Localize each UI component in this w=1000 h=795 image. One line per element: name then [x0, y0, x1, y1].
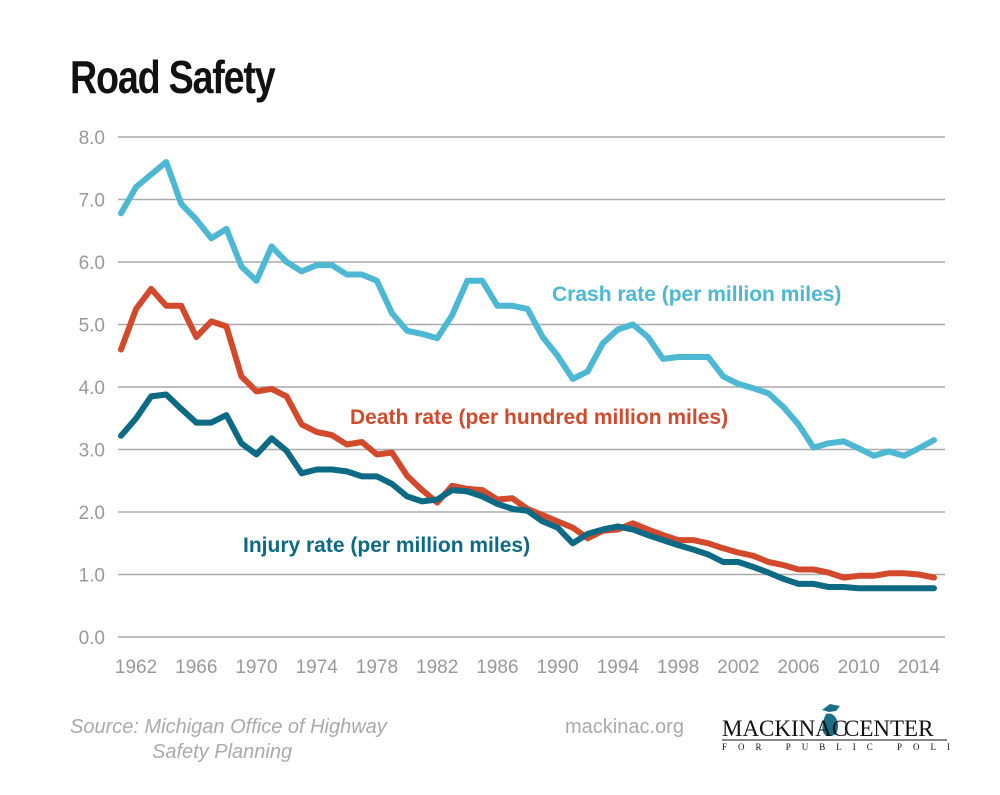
series-label: Crash rate (per million miles) [552, 283, 841, 306]
x-tick-label: 1978 [356, 657, 398, 678]
series-label: Injury rate (per million miles) [243, 534, 530, 557]
x-tick-label: 1986 [476, 657, 518, 678]
x-tick-label: 2006 [777, 657, 819, 678]
series-line [118, 391, 937, 592]
x-tick-label: 1966 [175, 657, 217, 678]
michigan-icon [822, 704, 840, 736]
svg-text:CENTER: CENTER [844, 716, 934, 741]
y-tick-label: 6.0 [79, 253, 105, 274]
x-tick-label: 1998 [657, 657, 699, 678]
svg-text:FOR PUBLIC POLICY: FOR PUBLIC POLICY [722, 742, 952, 752]
website-link[interactable]: mackinac.org [565, 716, 684, 738]
x-tick-label: 1962 [115, 657, 157, 678]
y-tick-label: 3.0 [79, 441, 105, 462]
source-line-1: Source: Michigan Office of Highway [70, 716, 387, 738]
y-tick-label: 2.0 [79, 503, 105, 524]
series-label: Death rate (per hundred million miles) [350, 406, 728, 429]
y-tick-label: 0.0 [79, 628, 105, 649]
x-tick-label: 1982 [416, 657, 458, 678]
x-tick-label: 2010 [838, 657, 880, 678]
y-tick-label: 4.0 [79, 378, 105, 399]
y-tick-label: 1.0 [79, 566, 105, 587]
x-tick-label: 2002 [717, 657, 759, 678]
y-tick-label: 5.0 [79, 316, 105, 337]
y-tick-label: 7.0 [79, 191, 105, 212]
source-line-2: Safety Planning [152, 741, 293, 763]
x-tick-label: 1970 [235, 657, 277, 678]
x-tick-label: 1974 [296, 657, 339, 678]
x-tick-label: 2014 [898, 657, 941, 678]
line-chart: 0.0 1.0 2.0 3.0 4.0 5.0 6.0 7.0 8.0 1962 1966 1970 1… [79, 128, 945, 678]
x-tick-label: 1990 [536, 657, 578, 678]
svg-text:MACKINAC: MACKINAC [722, 716, 847, 741]
x-tick-label: 1994 [597, 657, 640, 678]
y-tick-label: 8.0 [79, 128, 105, 149]
mackinac-center-logo: MACKINAC CENTER FOR PUBLIC POLICY [722, 704, 952, 752]
chart-title: Road Safety [70, 51, 276, 103]
series-line [118, 159, 937, 459]
